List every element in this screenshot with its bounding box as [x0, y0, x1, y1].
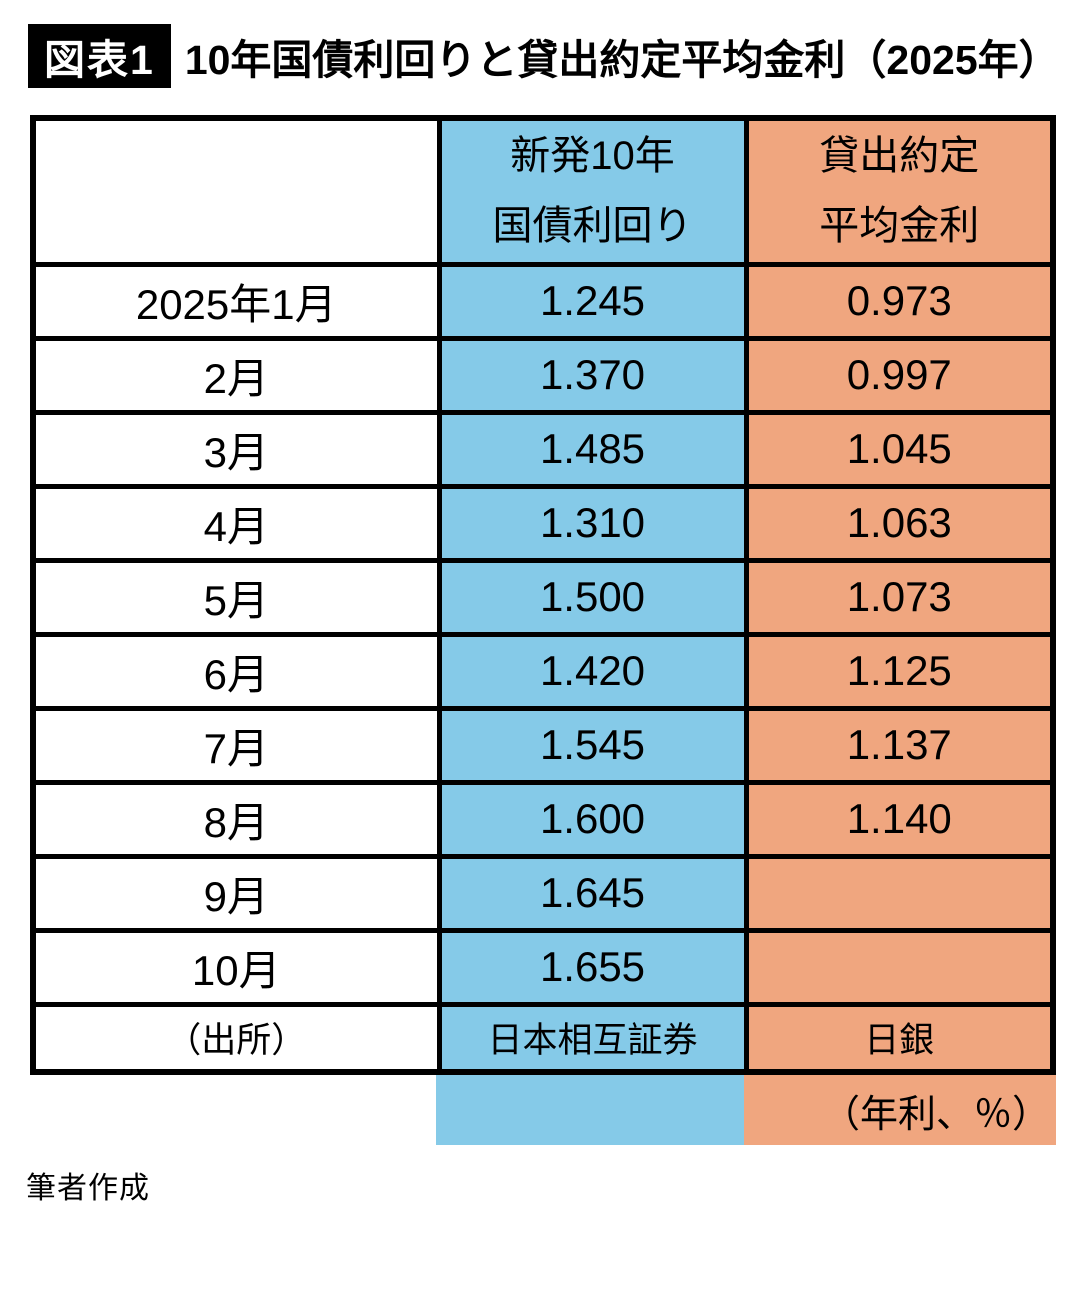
- table-row: 9月 1.645: [30, 853, 1056, 933]
- month-cell: 2月: [30, 335, 442, 415]
- figure-label-badge: 図表1: [28, 24, 171, 88]
- month-cell: 5月: [30, 557, 442, 637]
- month-cell: 9月: [30, 853, 442, 933]
- header-empty-cell: [30, 115, 442, 267]
- loan-value-cell: 1.073: [743, 557, 1056, 637]
- source-label-cell: （出所）: [30, 1001, 442, 1075]
- table-row: 2月 1.370 0.997: [30, 335, 1056, 415]
- figure-header: 図表1 10年国債利回りと貸出約定平均金利（2025年）: [28, 24, 1080, 88]
- unit-note: （年利、％）: [744, 1075, 1056, 1145]
- header-jgb-label: 新発10年 国債利回り: [492, 134, 693, 249]
- header-loan-cell: 貸出約定 平均金利: [743, 115, 1056, 267]
- credit-note: 筆者作成: [26, 1172, 150, 1205]
- loan-value-cell: 0.997: [743, 335, 1056, 415]
- loan-value-cell: 1.137: [743, 705, 1056, 785]
- jgb-value-cell: 1.420: [436, 631, 749, 711]
- rates-table: 新発10年 国債利回り 貸出約定 平均金利 2025年1月 1.245 0.97…: [30, 115, 1056, 1075]
- month-cell: 6月: [30, 631, 442, 711]
- jgb-source-cell: 日本相互証券: [436, 1001, 749, 1075]
- jgb-value-cell: 1.245: [436, 261, 749, 341]
- table-row: 10月 1.655: [30, 927, 1056, 1007]
- month-cell: 10月: [30, 927, 442, 1007]
- jgb-value-cell: 1.370: [436, 335, 749, 415]
- unit-note-row: （年利、％）: [436, 1075, 1056, 1145]
- jgb-value-cell: 1.310: [436, 483, 749, 563]
- header-loan-label: 貸出約定 平均金利: [819, 134, 980, 249]
- month-cell: 2025年1月: [30, 261, 442, 341]
- source-row: （出所） 日本相互証券 日銀: [30, 1001, 1056, 1075]
- jgb-value-cell: 1.545: [436, 705, 749, 785]
- month-cell: 3月: [30, 409, 442, 489]
- figure-title: 10年国債利回りと貸出約定平均金利（2025年）: [184, 37, 1060, 83]
- month-cell: 7月: [30, 705, 442, 785]
- table-row: 8月 1.600 1.140: [30, 779, 1056, 859]
- loan-source-cell: 日銀: [743, 1001, 1056, 1075]
- table-row: 4月 1.310 1.063: [30, 483, 1056, 563]
- loan-value-cell: 0.973: [743, 261, 1056, 341]
- header-jgb-cell: 新発10年 国債利回り: [436, 115, 749, 267]
- loan-value-cell: 1.140: [743, 779, 1056, 859]
- table-row: 7月 1.545 1.137: [30, 705, 1056, 785]
- unit-row-blue-fill: [436, 1075, 744, 1145]
- table-header-row: 新発10年 国債利回り 貸出約定 平均金利: [30, 115, 1056, 267]
- jgb-value-cell: 1.485: [436, 409, 749, 489]
- jgb-value-cell: 1.600: [436, 779, 749, 859]
- month-cell: 4月: [30, 483, 442, 563]
- loan-value-cell: 1.063: [743, 483, 1056, 563]
- jgb-value-cell: 1.645: [436, 853, 749, 933]
- loan-value-cell: 1.125: [743, 631, 1056, 711]
- jgb-value-cell: 1.655: [436, 927, 749, 1007]
- table-row: 2025年1月 1.245 0.973: [30, 261, 1056, 341]
- loan-value-cell: 1.045: [743, 409, 1056, 489]
- table-row: 5月 1.500 1.073: [30, 557, 1056, 637]
- table-row: 3月 1.485 1.045: [30, 409, 1056, 489]
- loan-value-cell: [743, 927, 1056, 1007]
- loan-value-cell: [743, 853, 1056, 933]
- jgb-value-cell: 1.500: [436, 557, 749, 637]
- month-cell: 8月: [30, 779, 442, 859]
- table-row: 6月 1.420 1.125: [30, 631, 1056, 711]
